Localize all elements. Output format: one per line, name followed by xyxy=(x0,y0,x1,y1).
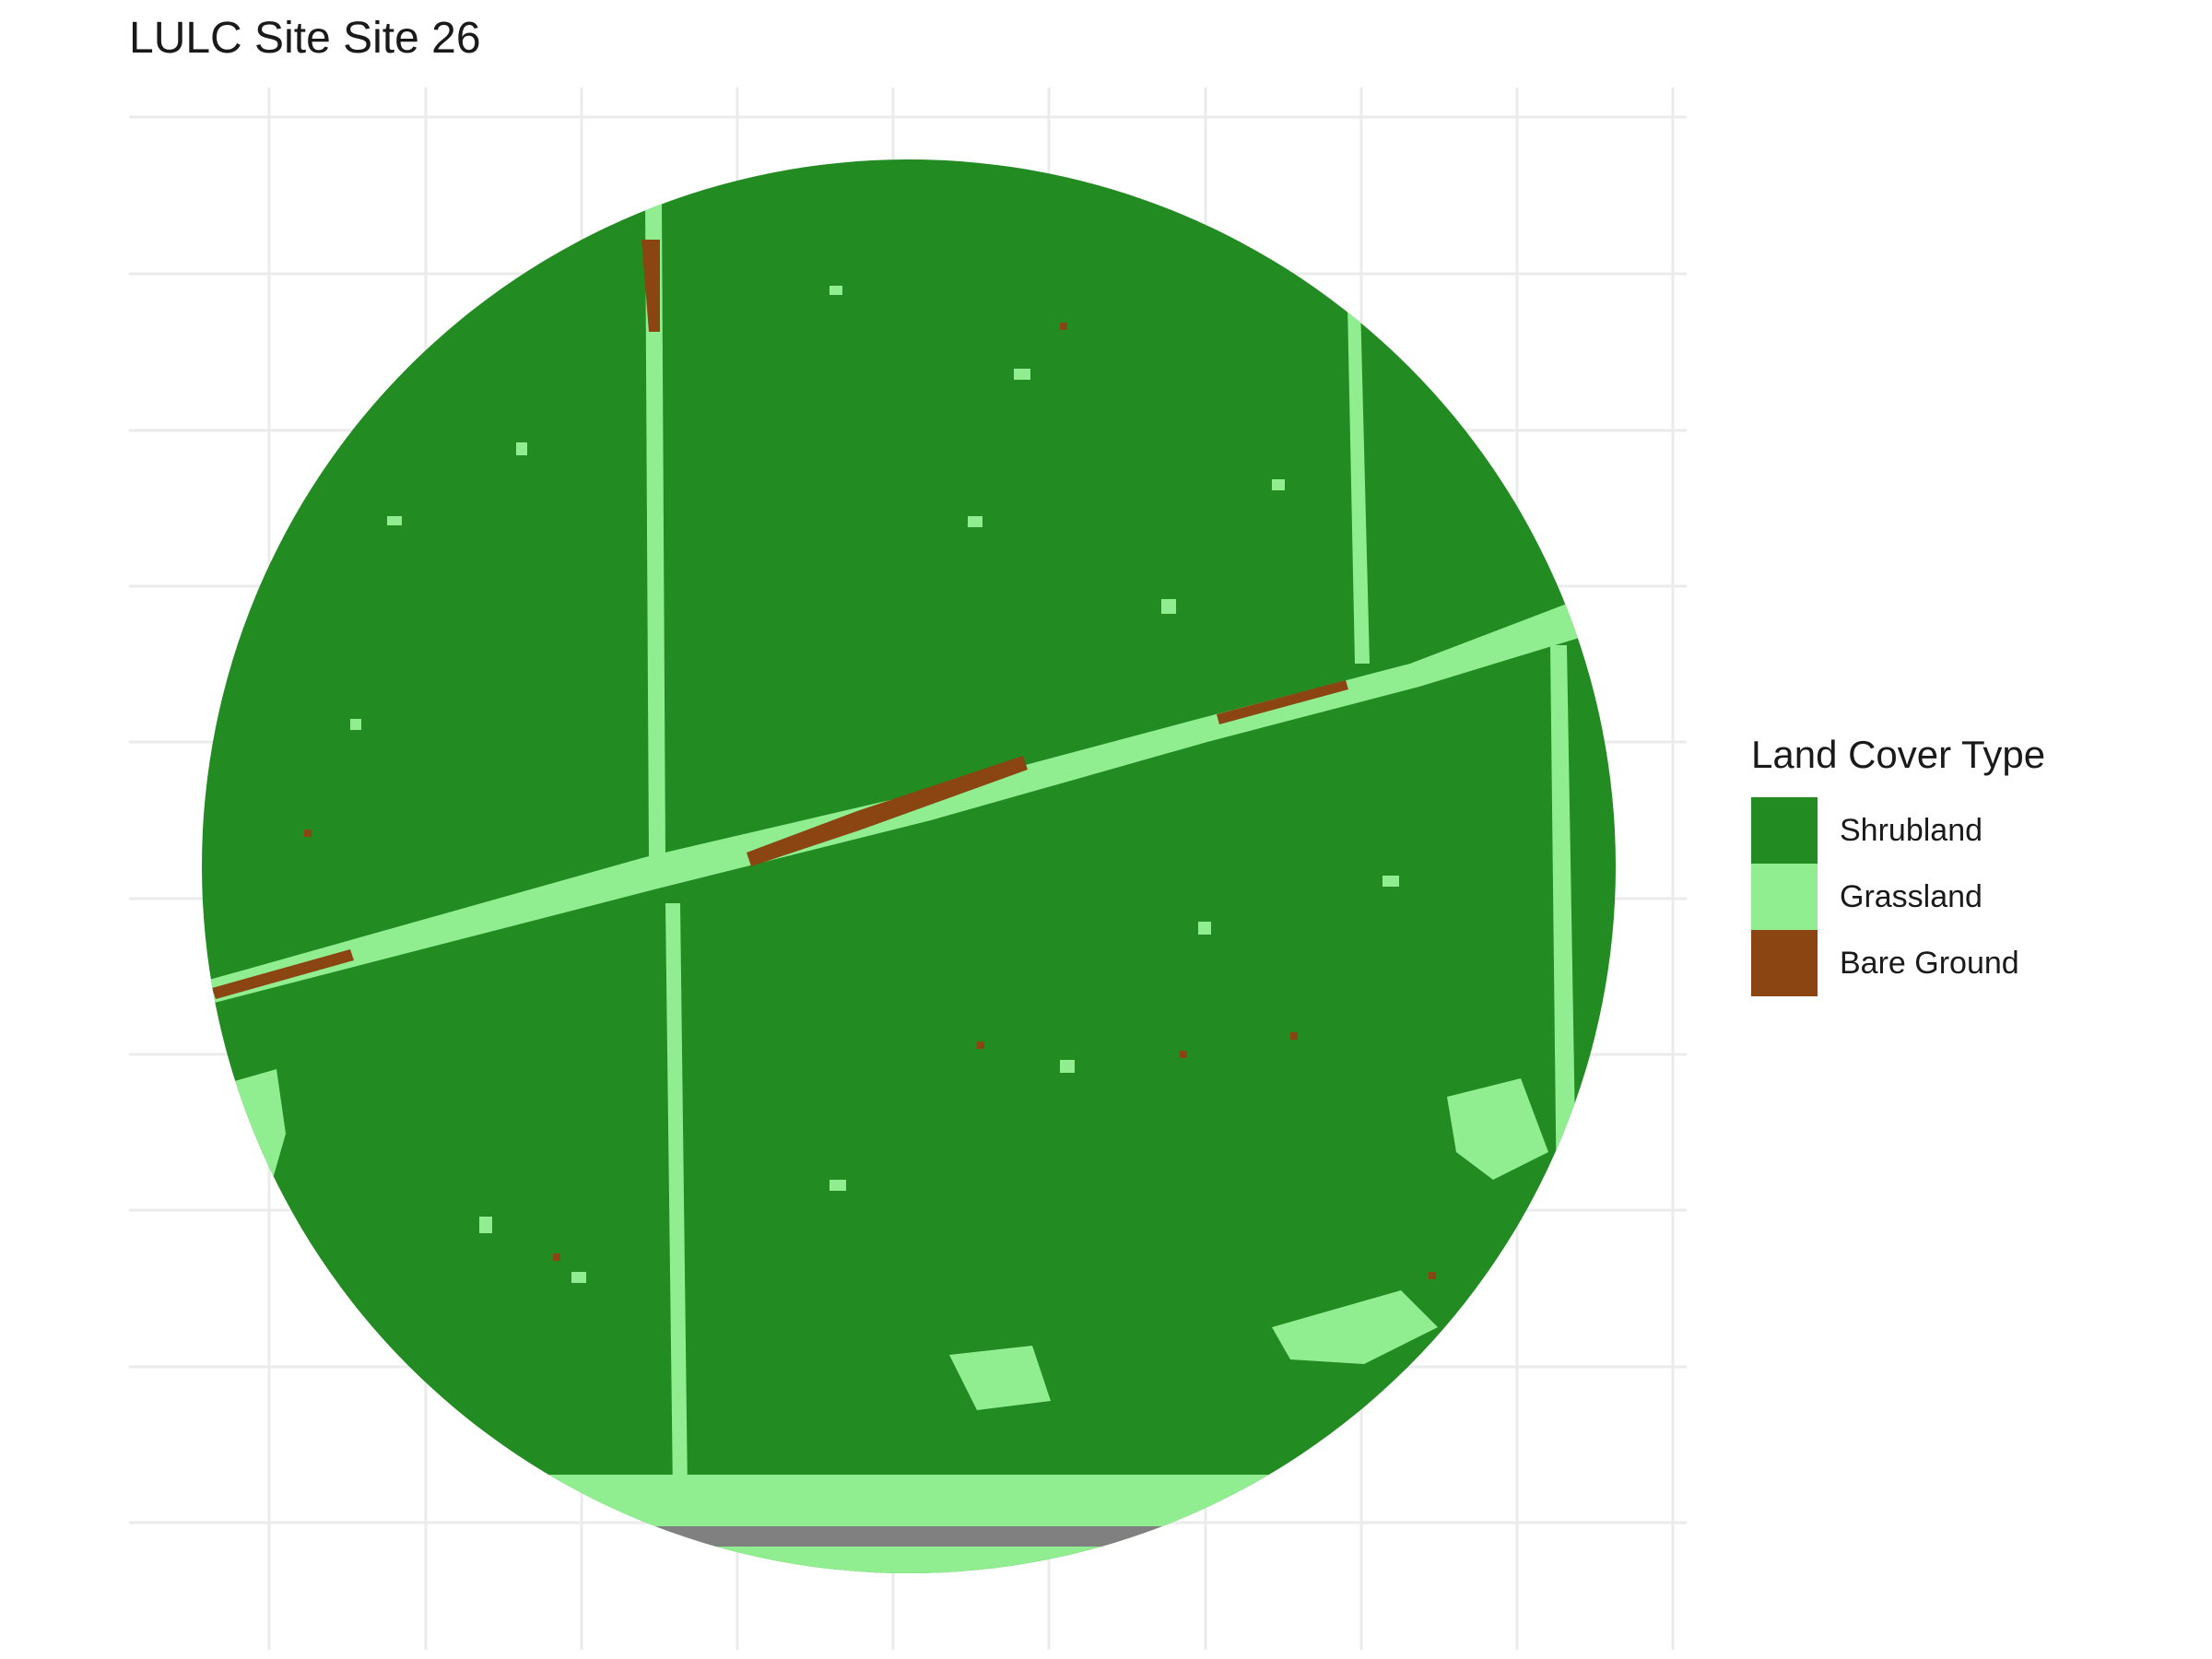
bare-ground-road-east xyxy=(1217,680,1348,724)
grassland-strip-northeast xyxy=(1347,304,1370,664)
legend-title: Land Cover Type xyxy=(1751,733,2046,776)
grassland-strip-north xyxy=(645,203,665,885)
legend-label-bare-ground: Bare Ground xyxy=(1840,945,2019,981)
grassland-edge-south xyxy=(516,1547,1346,1573)
grassland-patch-south xyxy=(949,1346,1051,1410)
legend-item-bare-ground: Bare Ground xyxy=(1751,930,2045,996)
legend-swatch-grassland xyxy=(1751,864,1818,930)
legend-swatch-shrubland xyxy=(1751,797,1818,864)
grassland-patch-east xyxy=(1447,1078,1548,1180)
shrubland-area xyxy=(202,159,1616,1573)
bare-ground-road-segment xyxy=(747,756,1028,866)
grassland-strip-south xyxy=(665,903,688,1493)
legend: Land Cover Type Shrubland Grassland Bare… xyxy=(1751,733,2045,996)
grassland-patch-west xyxy=(212,1069,286,1217)
bare-ground-strip-north xyxy=(641,240,660,332)
map-title: LULC Site Site 26 xyxy=(129,14,481,63)
no-data-strip xyxy=(645,1526,1198,1547)
bare-ground-road-west xyxy=(212,949,354,999)
legend-label-grassland: Grassland xyxy=(1840,878,1983,914)
land-cover-raster xyxy=(202,159,1616,1573)
legend-item-grassland: Grassland xyxy=(1751,864,2045,930)
legend-swatch-bare-ground xyxy=(1751,930,1818,996)
legend-item-shrubland: Shrubland xyxy=(1751,797,2045,864)
bare-ground-speckles xyxy=(304,323,1436,1279)
grassland-speckles xyxy=(350,286,1399,1283)
grassland-patch-southeast xyxy=(1272,1290,1438,1364)
legend-label-shrubland: Shrubland xyxy=(1840,812,1983,848)
